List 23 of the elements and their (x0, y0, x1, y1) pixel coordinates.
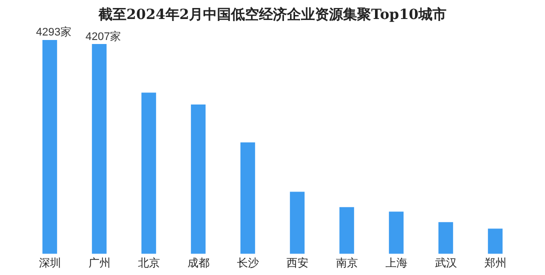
x-tick-label: 广州 (88, 256, 110, 270)
bar (42, 40, 58, 254)
data-label: 4293家 (36, 26, 72, 39)
chart-title: 截至2024年2月中国低空经济企业资源集聚Top10城市 (97, 6, 448, 24)
x-tick-label: 北京 (138, 256, 160, 270)
x-tick-label: 南京 (336, 256, 358, 270)
x-tick-label: 成都 (187, 256, 210, 270)
bar (438, 222, 454, 254)
x-tick-label: 长沙 (236, 256, 259, 270)
bar (339, 207, 354, 254)
bar (240, 142, 256, 254)
x-tick-label: 深圳 (38, 256, 61, 270)
data-label: 4207家 (86, 30, 121, 43)
bar (190, 104, 206, 254)
x-tick-label: 郑州 (484, 256, 506, 270)
bar (290, 192, 305, 254)
bar (488, 228, 503, 254)
bar (141, 92, 156, 254)
bar (388, 212, 404, 254)
x-tick-label: 上海 (385, 256, 408, 270)
x-tick-label: 武汉 (434, 256, 457, 270)
bar (92, 44, 107, 254)
x-tick-label: 西安 (286, 256, 308, 270)
